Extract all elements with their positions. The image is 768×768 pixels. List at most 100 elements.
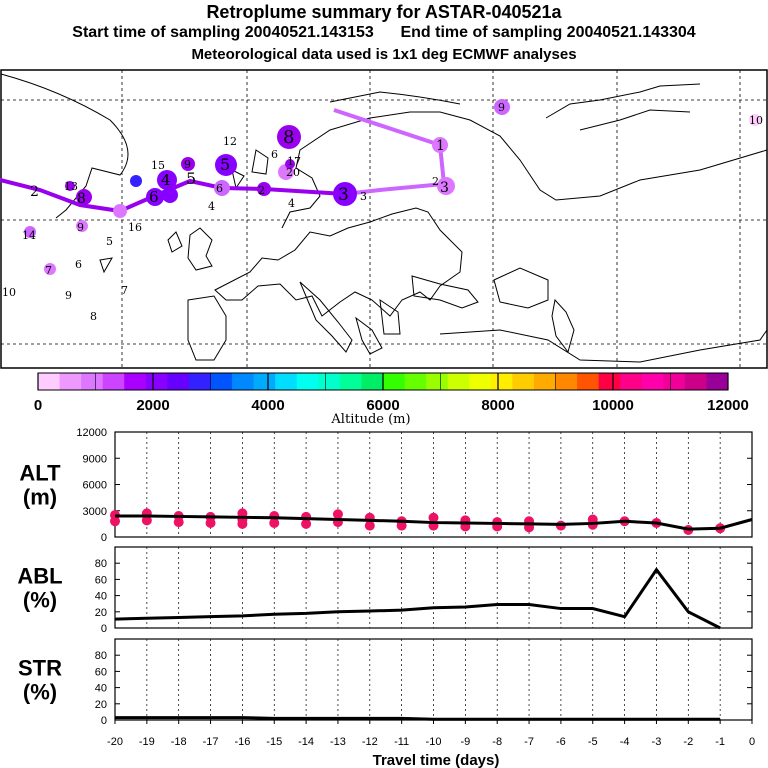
scatter-point <box>110 516 120 527</box>
panel-y-label: ABL <box>17 564 62 589</box>
colorbar-swatch <box>275 373 298 390</box>
y-tick-label: 0 <box>101 715 107 727</box>
scatter-point <box>205 518 216 528</box>
map-label: 4 <box>161 171 171 189</box>
colorbar-swatch <box>383 373 406 390</box>
colorbar-swatch <box>102 373 125 390</box>
colorbar-swatch <box>210 373 233 390</box>
map-label: 3 <box>338 185 349 205</box>
cluster <box>285 159 295 169</box>
y-tick-label: 20 <box>95 699 107 711</box>
panel-y-label: (m) <box>23 485 57 510</box>
chart-title: Retroplume summary for ASTAR-040521a <box>206 2 562 22</box>
x-axis-label: Travel time (days) <box>373 752 500 768</box>
y-tick-label: 60 <box>95 574 107 586</box>
x-tick-label: -13 <box>330 736 346 748</box>
x-tick-label: -7 <box>524 736 534 748</box>
x-tick-label: -18 <box>171 736 187 748</box>
map-label: 3 <box>440 180 449 196</box>
colorbar-tick-label: 8000 <box>481 397 514 414</box>
x-tick-label: -12 <box>362 736 378 748</box>
map-label: 15 <box>151 159 165 172</box>
x-tick-label: -1 <box>715 736 725 748</box>
cluster <box>432 137 448 153</box>
map-label: 2 <box>258 184 265 197</box>
scatter-point <box>237 518 248 529</box>
map-label: 7 <box>121 284 128 297</box>
map-frame <box>0 69 768 369</box>
colorbar-swatch <box>145 373 168 390</box>
cluster <box>76 220 88 232</box>
x-tick-label: -5 <box>588 736 598 748</box>
scatter-point <box>428 512 439 523</box>
colorbar-swatch <box>641 373 664 390</box>
map-label: 9 <box>65 289 72 302</box>
colorbar-swatch <box>598 373 621 390</box>
y-tick-label: 20 <box>95 607 107 619</box>
map-label: 5 <box>106 235 113 248</box>
x-tick-label: -20 <box>107 736 123 748</box>
panel-y-label: (%) <box>23 588 57 613</box>
map-label: 10 <box>749 114 763 127</box>
cluster <box>277 125 301 149</box>
colorbar-swatch <box>59 373 82 390</box>
colorbar-swatch <box>533 373 556 390</box>
colorbar-swatch <box>232 373 255 390</box>
colorbar-tick-label: 0 <box>34 397 42 414</box>
map-label: 3 <box>360 190 367 203</box>
colorbar-swatch <box>404 373 427 390</box>
y-tick-label: 0 <box>101 623 107 635</box>
x-tick-label: 0 <box>749 736 755 748</box>
x-tick-label: -9 <box>460 736 470 748</box>
colorbar-label: Altitude (m) <box>330 412 410 427</box>
colorbar-swatch <box>706 373 729 390</box>
colorbar-swatch <box>253 373 276 390</box>
cluster <box>214 180 230 196</box>
sampling-times: Start time of sampling 20040521.143153 E… <box>72 24 696 41</box>
colorbar-tick-label: 6000 <box>366 397 399 414</box>
cluster <box>157 170 177 190</box>
map-label: 7 <box>45 264 52 277</box>
cluster <box>65 181 75 191</box>
colorbar-tick-label: 12000 <box>707 397 749 414</box>
map-label: 5 <box>186 169 196 188</box>
map-clusters <box>24 99 761 275</box>
map-label: 8 <box>77 191 86 207</box>
x-tick-label: -6 <box>556 736 566 748</box>
y-tick-label: 3000 <box>83 506 107 518</box>
x-tick-label: -2 <box>683 736 693 748</box>
colorbar-swatch <box>296 373 319 390</box>
colorbar-swatch <box>512 373 535 390</box>
colorbar-swatch <box>620 373 643 390</box>
map-labels: 9 10 1 8 12 6 17 20 5 15 9 4 5 13 8 2 6 … <box>2 101 763 323</box>
map-label: 6 <box>149 188 159 206</box>
cluster <box>215 154 237 176</box>
map-label: 12 <box>223 135 237 148</box>
map-label: 13 <box>64 180 78 193</box>
map-label: 6 <box>216 182 223 195</box>
colorbar-swatch <box>469 373 492 390</box>
scatter-point <box>301 518 312 529</box>
cluster <box>146 188 164 206</box>
x-tick-label: -11 <box>394 736 409 748</box>
x-tick-label: -14 <box>298 736 314 748</box>
x-tick-label: -8 <box>492 736 502 748</box>
y-tick-label: 0 <box>101 532 107 544</box>
series-line <box>115 514 753 531</box>
colorbar-tick-label: 10000 <box>592 397 634 414</box>
colorbar-swatch <box>663 373 686 390</box>
cluster <box>181 157 195 171</box>
map-label: 10 <box>2 286 16 299</box>
y-tick-label: 80 <box>95 650 107 662</box>
map-label: 8 <box>283 127 294 148</box>
cluster <box>76 189 92 205</box>
map-label: 9 <box>77 221 84 234</box>
y-tick-label: 6000 <box>83 480 107 492</box>
y-tick-label: 80 <box>95 558 107 570</box>
map-label: 6 <box>271 148 278 161</box>
map-label: 8 <box>90 310 97 323</box>
cluster <box>437 177 455 195</box>
cluster <box>44 263 56 275</box>
colorbar-swatch <box>188 373 211 390</box>
